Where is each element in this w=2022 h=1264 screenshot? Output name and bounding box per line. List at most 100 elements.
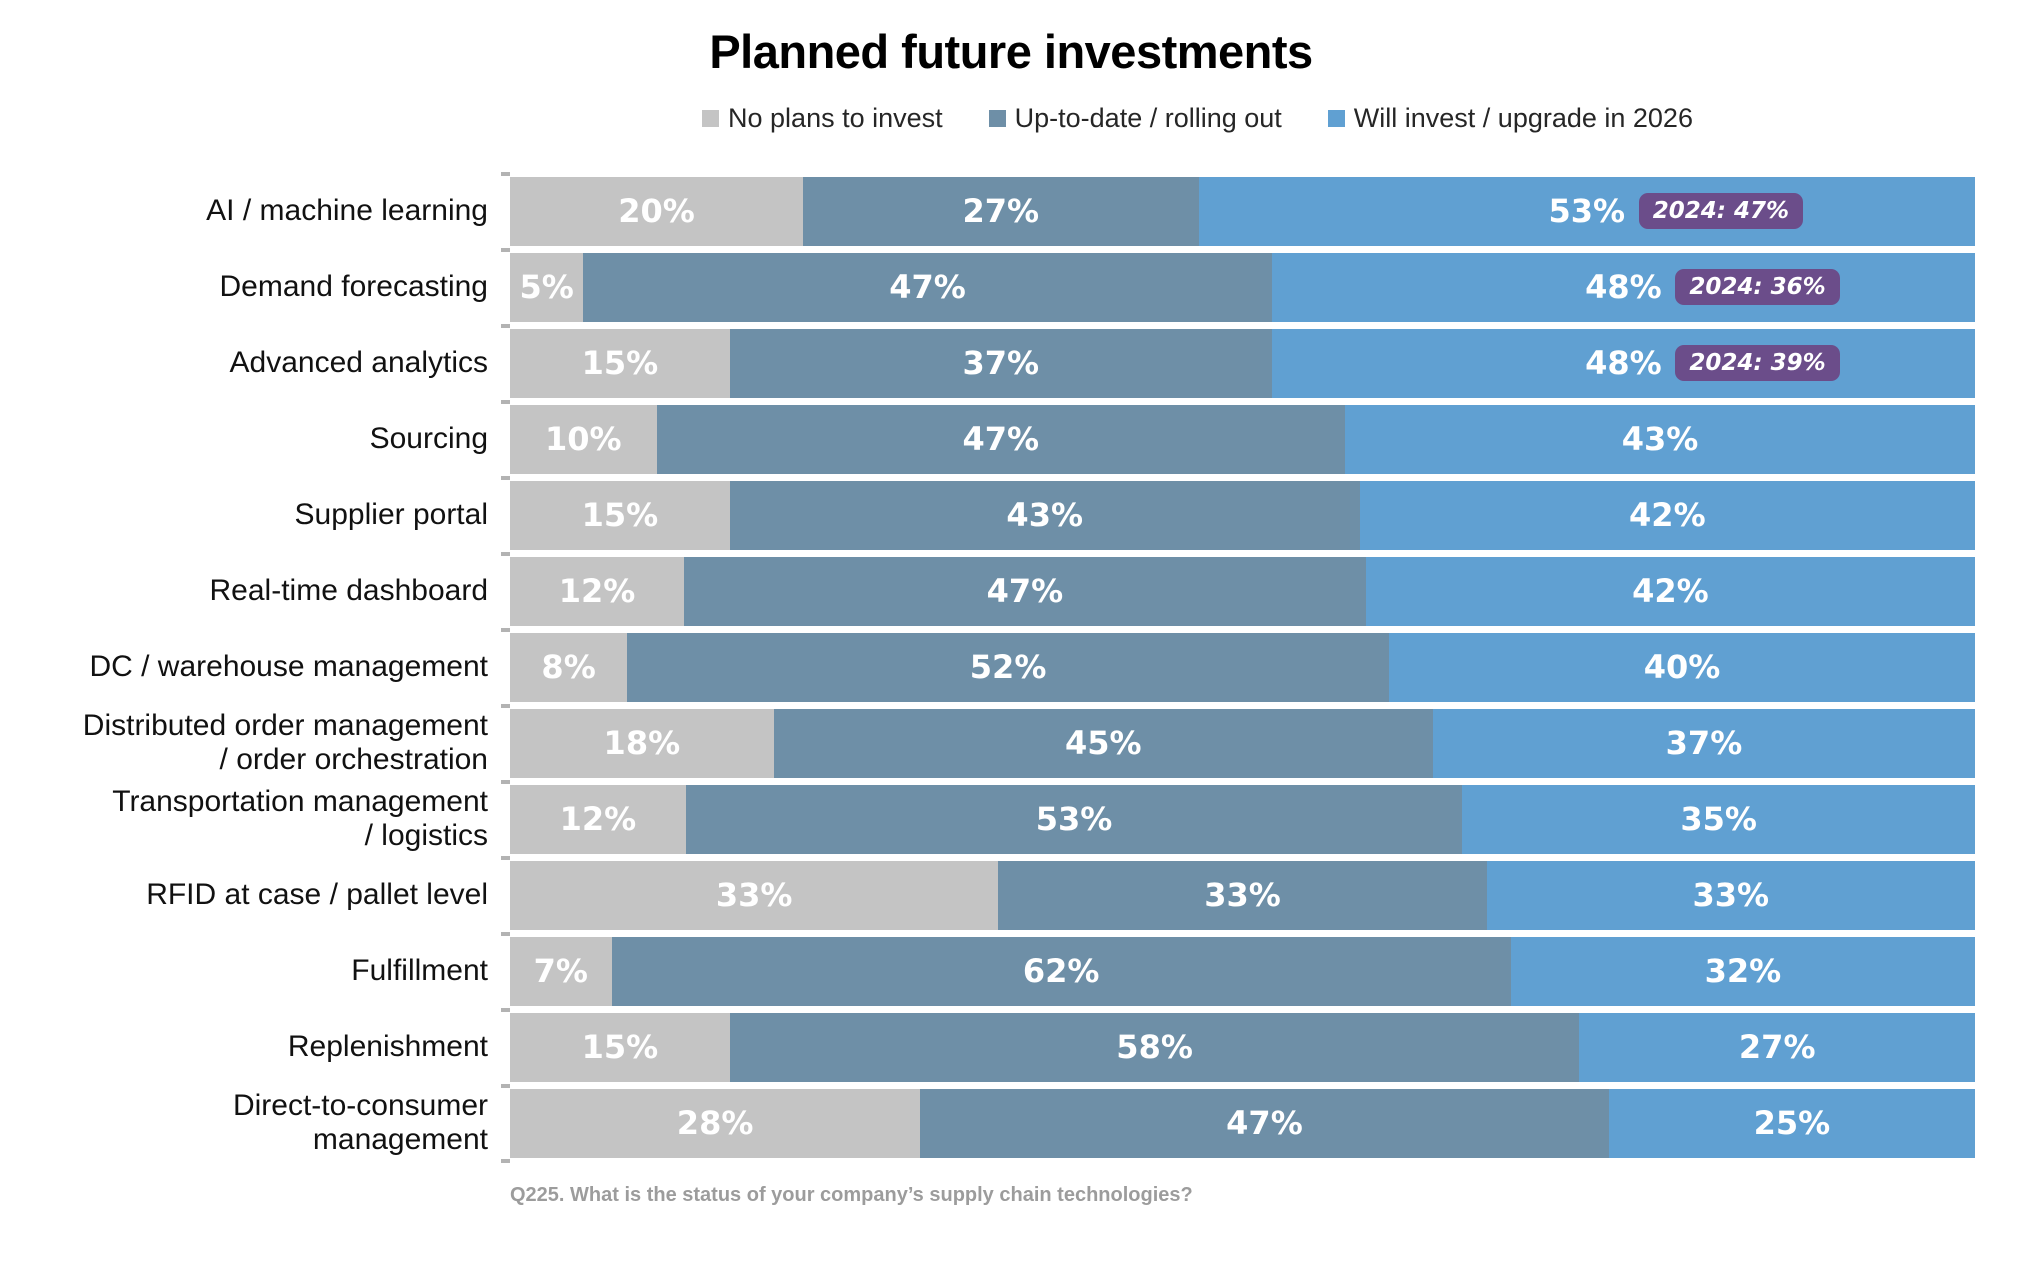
bar-segment: 47% (684, 556, 1366, 626)
category-label-line: Supplier portal (294, 498, 488, 532)
bar-segment: 42% (1359, 480, 1975, 550)
chart-row: Real-time dashboard 12% 47% 42% (0, 551, 2022, 626)
segment-value-label: 53% (1035, 800, 1113, 839)
category-label: DC / warehouse management (0, 633, 510, 702)
bar-segment: 12% (510, 556, 685, 626)
bar-segment: 33% (1486, 860, 1975, 930)
stacked-bar: 7% 62% 32% (501, 931, 1975, 1006)
bar-segment: 15% (510, 480, 730, 550)
chart-row: Replenishment 15% 58% 27% (0, 1007, 2022, 1082)
bar-segment: 47% (583, 252, 1272, 322)
legend-label: No plans to invest (728, 103, 943, 134)
bar-segment: 47% (920, 1088, 1609, 1158)
chart-row: Direct-to-consumer management 28% 47% 25% (0, 1083, 2022, 1163)
bar-segment: 10% (510, 404, 657, 474)
segment-value-label: 25% (1753, 1104, 1831, 1143)
bar-segment: 42% (1365, 556, 1975, 626)
segment-value-label: 40% (1643, 648, 1721, 687)
bar-segment: 48% 2024: 36% (1271, 252, 1975, 322)
segment-value-label: 8% (541, 648, 596, 687)
bar-segment: 27% (803, 176, 1199, 246)
category-label-line: Demand forecasting (219, 270, 488, 304)
segment-value-label: 27% (1738, 1028, 1816, 1067)
bar-segment: 18% (510, 708, 774, 778)
stacked-bar: 18% 45% 37% (501, 703, 1975, 778)
category-label: Direct-to-consumer management (0, 1089, 510, 1158)
segment-value-label: 35% (1680, 800, 1757, 839)
legend-item: Up-to-date / rolling out (988, 103, 1282, 134)
stacked-bar: 10% 47% 43% (501, 399, 1975, 474)
category-label: Sourcing (0, 405, 510, 474)
segment-value-label: 20% (618, 192, 695, 231)
chart-row: Distributed order management / order orch… (0, 703, 2022, 778)
category-label-line: AI / machine learning (206, 194, 488, 228)
bar-segment: 37% (1432, 708, 1975, 778)
segment-value-label: 47% (986, 572, 1064, 611)
segment-value-label: 48% (1585, 268, 1662, 307)
segment-value-label: 37% (1665, 724, 1743, 763)
segment-value-label: 15% (581, 496, 659, 535)
category-label-line: Sourcing (369, 422, 488, 456)
bar-segment: 37% (729, 328, 1272, 398)
segment-value-label: 12% (559, 800, 637, 839)
segment-value-label: 42% (1629, 496, 1706, 535)
category-label: Replenishment (0, 1013, 510, 1082)
category-label-line: Direct-to-consumer (232, 1089, 488, 1123)
bar-segment: 33% (510, 860, 999, 930)
segment-value-label: 52% (969, 648, 1047, 687)
legend-label: Up-to-date / rolling out (1014, 103, 1282, 134)
segment-value-label: 37% (962, 344, 1040, 383)
chart-row: Supplier portal 15% 43% 42% (0, 475, 2022, 550)
category-label-line: Real-time dashboard (209, 574, 488, 608)
category-label-line: Distributed order management (82, 709, 488, 743)
legend-item: Will invest / upgrade in 2026 (1327, 103, 1693, 134)
category-label: Fulfillment (0, 937, 510, 1006)
bar-segment: 58% (729, 1012, 1580, 1082)
stacked-bar: 8% 52% 40% (501, 627, 1975, 702)
bar-segment: 7% (510, 936, 612, 1006)
segment-value-label: 12% (558, 572, 636, 611)
legend-swatch-icon (702, 110, 720, 128)
chart-row: DC / warehouse management 8% 52% 40% (0, 627, 2022, 702)
stacked-bar-chart: AI / machine learning 20% 27% 53% 2024: 47%… (0, 171, 2022, 1163)
segment-value-label: 45% (1065, 724, 1142, 763)
badge-2024-value: 2024: 47% (1638, 193, 1804, 230)
bar-segment: 28% (510, 1088, 921, 1158)
bar-segment: 8% (510, 632, 628, 702)
chart-row: Advanced analytics 15% 37% 48% 2024: 39% (0, 323, 2022, 398)
segment-value-label: 33% (715, 876, 793, 915)
question-footnote: Q225. What is the status of your company… (510, 1183, 1193, 1206)
bar-segment: 5% (510, 252, 584, 322)
bar-segment: 12% (510, 784, 686, 854)
bar-segment: 45% (773, 708, 1433, 778)
bar-segment: 15% (510, 1012, 730, 1082)
segment-value-label: 43% (1621, 420, 1699, 459)
category-label: Supplier portal (0, 481, 510, 550)
category-label-line: management (312, 1123, 488, 1157)
chart-title: Planned future investments (709, 25, 1313, 78)
segment-value-label: 42% (1632, 572, 1709, 611)
segment-value-label: 10% (544, 420, 622, 459)
segment-value-label: 28% (676, 1104, 754, 1143)
bar-segment: 53% 2024: 47% (1198, 176, 1975, 246)
segment-value-label: 62% (1022, 952, 1100, 991)
segment-value-label: 43% (1006, 496, 1084, 535)
chart-legend: No plans to invest Up-to-date / rolling … (465, 102, 1930, 136)
bar-segment: 62% (611, 936, 1511, 1006)
category-label: AI / machine learning (0, 177, 510, 246)
segment-value-label: 18% (603, 724, 681, 763)
category-label: RFID at case / pallet level (0, 861, 510, 930)
segment-value-label: 53% (1548, 192, 1626, 231)
category-label-line: DC / warehouse management (89, 650, 488, 684)
segment-value-label: 32% (1704, 952, 1782, 991)
chart-row: Sourcing 10% 47% 43% (0, 399, 2022, 474)
stacked-bar: 12% 47% 42% (501, 551, 1975, 626)
chart-row: Demand forecasting 5% 47% 48% 2024: 36% (0, 247, 2022, 322)
chart-row: Fulfillment 7% 62% 32% (0, 931, 2022, 1006)
stacked-bar: 15% 43% 42% (501, 475, 1975, 550)
bar-segment: 47% (656, 404, 1346, 474)
bar-segment: 15% (510, 328, 730, 398)
bar-segment: 32% (1510, 936, 1975, 1006)
category-label-line: Advanced analytics (229, 346, 489, 380)
bar-segment: 43% (729, 480, 1360, 550)
